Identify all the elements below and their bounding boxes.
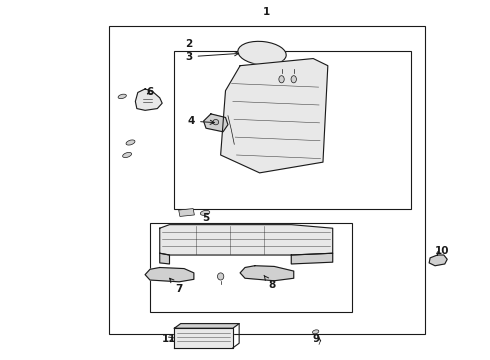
- Text: 5: 5: [202, 212, 210, 222]
- Ellipse shape: [200, 210, 210, 215]
- Text: 3: 3: [185, 51, 239, 62]
- Ellipse shape: [126, 140, 135, 145]
- Polygon shape: [291, 253, 333, 264]
- Text: 4: 4: [188, 116, 214, 126]
- Bar: [109, 26, 425, 334]
- Polygon shape: [203, 114, 228, 132]
- Polygon shape: [160, 225, 333, 255]
- Text: 6: 6: [147, 87, 154, 98]
- Text: 8: 8: [264, 275, 275, 291]
- Polygon shape: [240, 266, 294, 281]
- Text: 11: 11: [162, 334, 177, 344]
- Ellipse shape: [118, 94, 126, 99]
- Ellipse shape: [313, 330, 319, 334]
- Polygon shape: [174, 328, 233, 348]
- Ellipse shape: [213, 120, 219, 125]
- Ellipse shape: [238, 41, 286, 65]
- Polygon shape: [135, 89, 162, 111]
- Polygon shape: [429, 255, 447, 266]
- Text: 10: 10: [435, 247, 450, 256]
- Ellipse shape: [291, 76, 296, 83]
- Ellipse shape: [122, 152, 131, 158]
- Ellipse shape: [279, 76, 284, 83]
- Bar: [150, 223, 352, 312]
- Polygon shape: [145, 267, 194, 282]
- Text: 9: 9: [312, 334, 319, 344]
- Polygon shape: [220, 59, 328, 173]
- Text: 1: 1: [263, 7, 270, 17]
- Text: 2: 2: [185, 39, 193, 49]
- Ellipse shape: [218, 273, 224, 280]
- Polygon shape: [160, 253, 170, 264]
- Bar: [174, 51, 411, 208]
- Bar: [179, 208, 195, 216]
- Text: 7: 7: [170, 278, 183, 294]
- Polygon shape: [174, 324, 239, 328]
